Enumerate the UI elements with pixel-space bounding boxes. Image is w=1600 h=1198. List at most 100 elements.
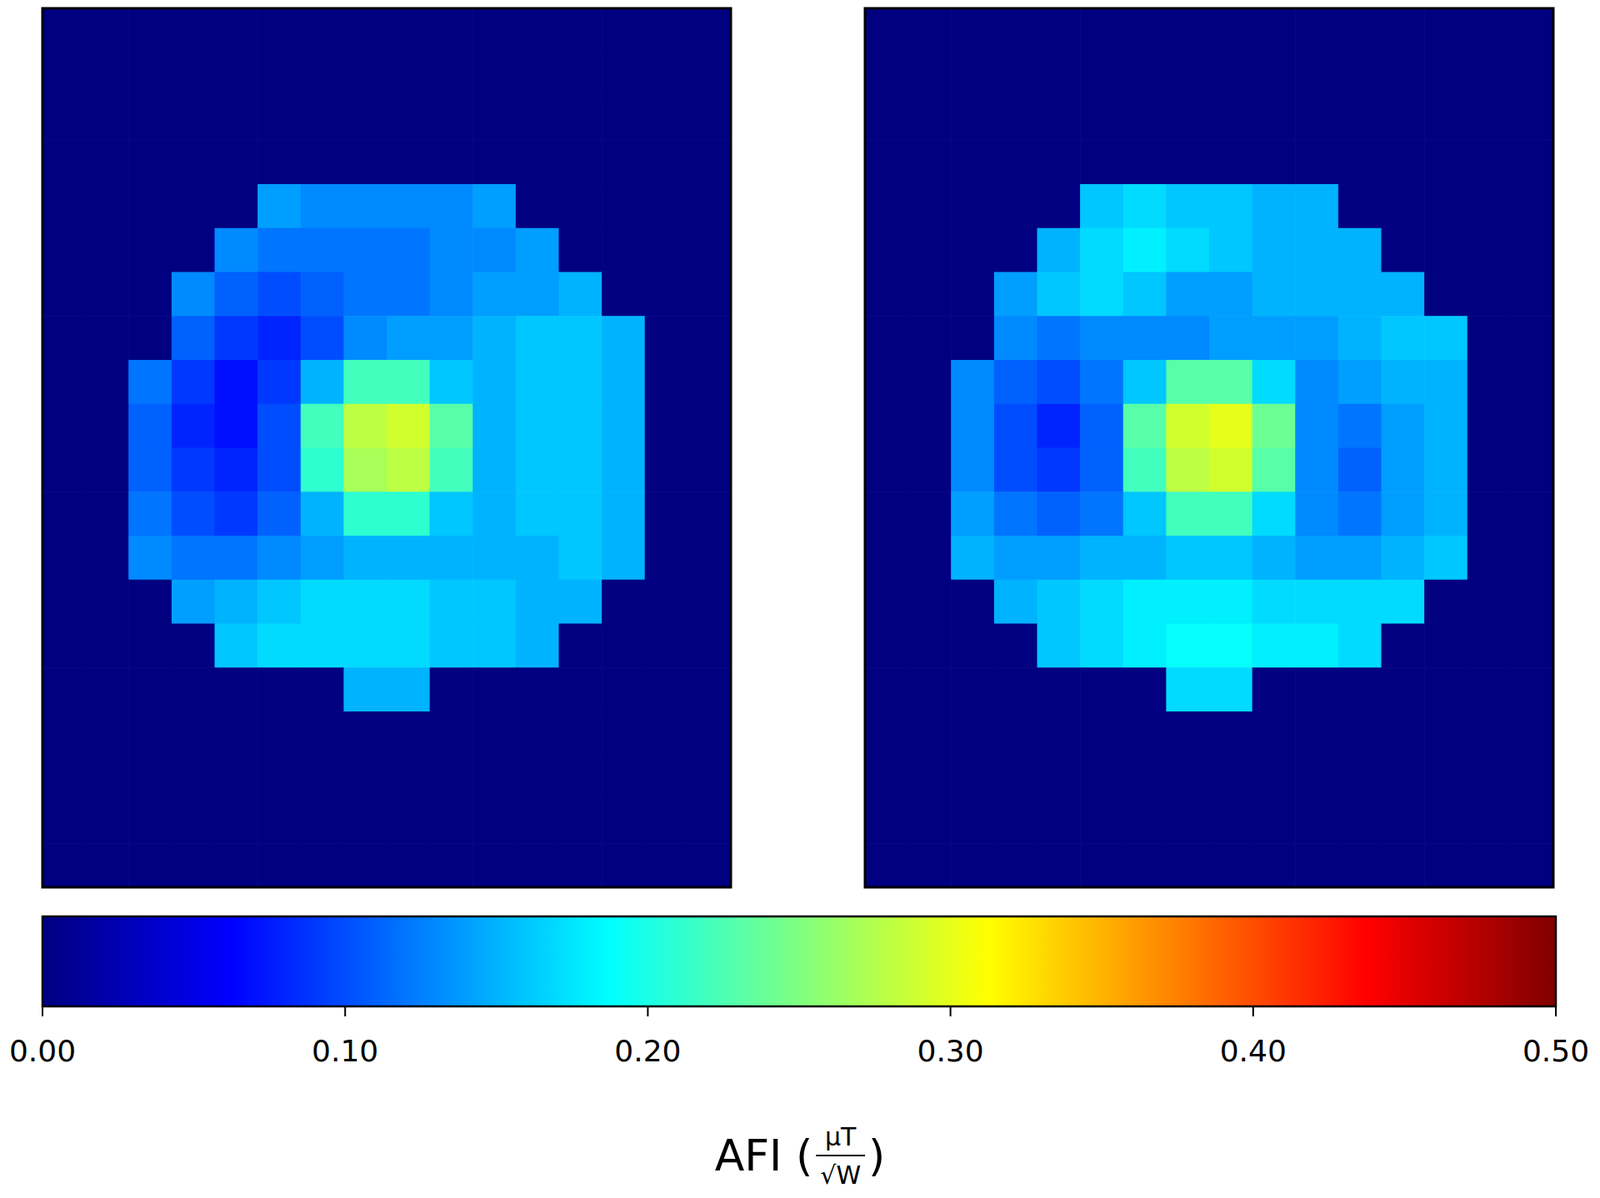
heatmap-cell [687,228,731,273]
heatmap-cell [1510,360,1554,405]
colorbar-label-unit-denominator: √W [820,1160,861,1190]
heatmap-cell [343,535,387,580]
heatmap-cell [950,843,995,888]
colorbar-tick-label: 0.30 [917,1034,985,1069]
heatmap-cell [908,800,952,845]
heatmap-cell [865,448,909,493]
heatmap-cell [1467,448,1511,493]
heatmap-cell [1123,96,1167,141]
heatmap-cell [1209,52,1253,97]
heatmap-cell [1510,580,1554,625]
heatmap-cell [128,624,172,669]
heatmap-cell [257,535,301,580]
heatmap-cell [950,580,995,625]
heatmap-cell [994,184,1038,229]
heatmap-cell [687,184,731,229]
heatmap-cell [1165,8,1210,53]
heatmap-cell [601,404,645,449]
heatmap-cell [1424,184,1468,229]
heatmap-cell [645,315,689,360]
heatmap-cell [1510,624,1554,669]
heatmap-cell [865,800,909,845]
heatmap-cell [1338,140,1382,185]
colorbar-tick-label: 0.50 [1522,1034,1590,1069]
heatmap-cell [171,800,215,845]
heatmap-cell [645,360,689,405]
heatmap-cell [472,711,516,756]
heatmap-cell [687,8,731,53]
heatmap-cell [1252,404,1296,449]
heatmap-cell [1381,184,1425,229]
heatmap-cell [950,8,995,53]
heatmap-cell [42,667,86,712]
heatmap-cell [1209,711,1253,756]
heatmap-cell [85,800,130,845]
heatmap-cell [908,360,952,405]
heatmap-cell [1165,360,1210,405]
heatmap-cell [430,580,474,625]
heatmap-cell [1381,140,1425,185]
heatmap-cell [430,448,474,493]
heatmap-cell [171,580,215,625]
heatmap-cell [1209,184,1253,229]
heatmap-cell [472,272,516,317]
heatmap-cell [559,315,603,360]
colorbar-label: AFI ( [715,1130,814,1181]
heatmap-cell [300,228,345,273]
heatmap-cell [1295,228,1339,273]
heatmap-cell [85,448,130,493]
heatmap-cell [1209,360,1253,405]
heatmap-cell [128,535,172,580]
heatmap-cell [515,800,560,845]
heatmap-cell [1165,667,1210,712]
heatmap-cell [645,448,689,493]
heatmap-cell [1209,404,1253,449]
heatmap-cell [908,228,952,273]
heatmap-cell [994,315,1038,360]
heatmap-cell [1037,184,1081,229]
heatmap-cell [601,535,645,580]
heatmap-cell [42,491,86,536]
heatmap-cell [42,711,86,756]
heatmap-cell [1338,580,1382,625]
heatmap-cell [515,535,560,580]
heatmap-cell [1209,448,1253,493]
heatmap-cell [1165,228,1210,273]
heatmap-cell [1209,667,1253,712]
heatmap-cell [1467,360,1511,405]
heatmap-cell [1123,360,1167,405]
heatmap-cell [645,843,689,888]
heatmap-cell [1381,448,1425,493]
heatmap-cell [1209,315,1253,360]
heatmap-cell [1338,711,1382,756]
heatmap-cell [908,140,952,185]
heatmap-cell [1381,667,1425,712]
heatmap-cell [1123,228,1167,273]
heatmap-cell [1295,667,1339,712]
heatmap-cell [128,491,172,536]
heatmap-cell [1252,491,1296,536]
heatmap-cell [1424,404,1468,449]
heatmap-cell [128,580,172,625]
heatmap-cell [1467,711,1511,756]
heatmap-cell [1165,800,1210,845]
heatmap-cell [1123,448,1167,493]
heatmap-cell [1165,272,1210,317]
heatmap-cell [386,667,430,712]
heatmap-cell [1381,580,1425,625]
heatmap-cell [1295,448,1339,493]
heatmap-cell [1338,800,1382,845]
heatmap-cell [128,448,172,493]
heatmap-cell [1338,96,1382,141]
heatmap-cell [865,360,909,405]
heatmap-cell [865,404,909,449]
heatmap-cell [1510,535,1554,580]
heatmap-cell [559,535,603,580]
heatmap-cell [1037,140,1081,185]
heatmap-cell [1467,228,1511,273]
background [0,0,1600,1198]
heatmap-cell [386,140,430,185]
heatmap-cell [1467,580,1511,625]
heatmap-cell [559,448,603,493]
heatmap-cell [1295,535,1339,580]
